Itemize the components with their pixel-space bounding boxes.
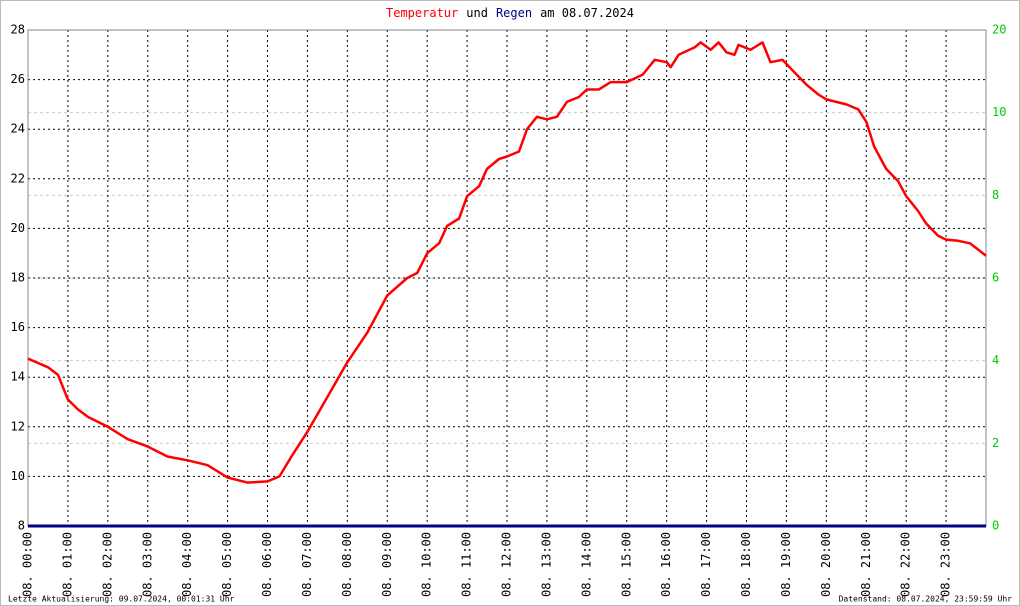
y2-tick-label: 4 xyxy=(992,353,999,367)
y-tick-label: 26 xyxy=(11,72,25,86)
x-tick-label: 08. 13:00 xyxy=(539,532,553,597)
y-tick-label: 14 xyxy=(11,370,25,384)
x-tick-label: 08. 01:00 xyxy=(60,532,74,597)
x-tick-label: 08. 21:00 xyxy=(859,532,873,597)
y-tick-label: 20 xyxy=(11,221,25,235)
title-part: und xyxy=(466,6,488,20)
y2-tick-label: 8 xyxy=(992,188,999,202)
chart-title: Temperatur und Regen am 08.07.2024 xyxy=(386,6,634,20)
y-tick-label: 12 xyxy=(11,419,25,433)
footer-left: Letzte Aktualisierung: 09.07.2024, 00:01… xyxy=(8,595,235,604)
x-tick-label: 08. 07:00 xyxy=(300,532,314,597)
x-tick-label: 08. 03:00 xyxy=(140,532,154,597)
y2-tick-label: 20 xyxy=(992,23,1006,37)
x-tick-label: 08. 02:00 xyxy=(100,532,114,597)
y2-tick-label: 10 xyxy=(992,105,1006,119)
title-part: Regen xyxy=(496,6,532,20)
y2-tick-label: 0 xyxy=(992,519,999,533)
x-tick-label: 08. 15:00 xyxy=(619,532,633,597)
x-tick-label: 08. 06:00 xyxy=(260,532,274,597)
x-tick-label: 08. 20:00 xyxy=(819,532,833,597)
x-tick-label: 08. 08:00 xyxy=(340,532,354,597)
x-tick-label: 08. 11:00 xyxy=(460,532,474,597)
x-tick-label: 08. 09:00 xyxy=(380,532,394,597)
x-tick-label: 08. 05:00 xyxy=(220,532,234,597)
title-part: Temperatur xyxy=(386,6,458,20)
x-tick-label: 08. 23:00 xyxy=(939,532,953,597)
footer-right: Datenstand: 08.07.2024, 23:59:59 Uhr xyxy=(839,595,1013,604)
x-tick-label: 08. 16:00 xyxy=(659,532,673,597)
y-tick-label: 22 xyxy=(11,171,25,185)
y-tick-label: 10 xyxy=(11,469,25,483)
y-tick-label: 24 xyxy=(11,122,25,136)
y-tick-label: 16 xyxy=(11,320,25,334)
x-tick-label: 08. 18:00 xyxy=(739,532,753,597)
y2-tick-label: 6 xyxy=(992,271,999,285)
x-tick-label: 08. 22:00 xyxy=(899,532,913,597)
series-line xyxy=(27,41,987,484)
x-tick-label: 08. 12:00 xyxy=(500,532,514,597)
y2-tick-label: 2 xyxy=(992,436,999,450)
x-tick-label: 08. 14:00 xyxy=(579,532,593,597)
y-tick-label: 8 xyxy=(18,519,25,533)
x-tick-label: 08. 04:00 xyxy=(180,532,194,597)
x-tick-label: 08. 19:00 xyxy=(779,532,793,597)
x-tick-label: 08. 17:00 xyxy=(699,532,713,597)
title-part: am 08.07.2024 xyxy=(540,6,634,20)
y-tick-label: 18 xyxy=(11,271,25,285)
y-tick-label: 28 xyxy=(11,23,25,37)
x-tick-label: 08. 10:00 xyxy=(420,532,434,597)
x-tick-label: 08. 00:00 xyxy=(21,532,35,597)
